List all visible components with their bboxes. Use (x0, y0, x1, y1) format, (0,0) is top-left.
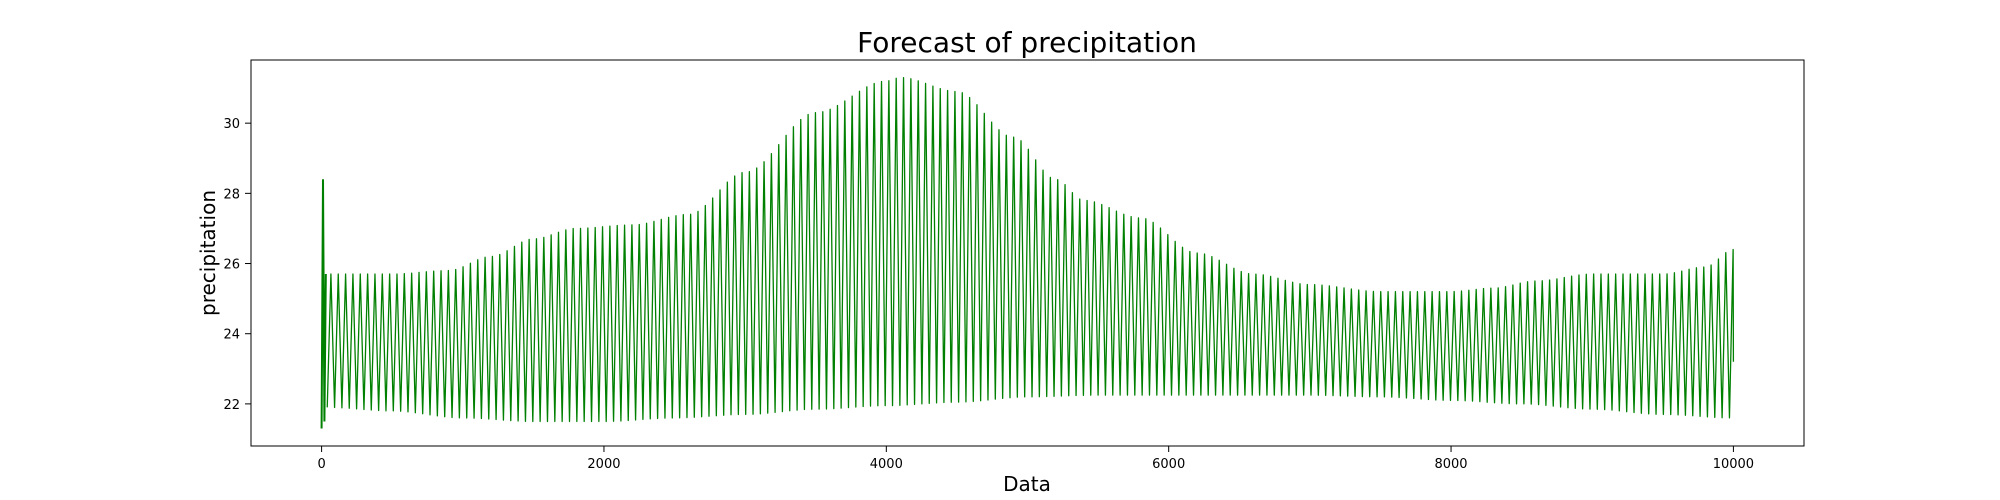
y-tick-label: 24 (223, 328, 240, 343)
x-axis: 0 2000 4000 6000 8000 10000 (317, 446, 1754, 472)
x-tick-label: 10000 (1713, 457, 1754, 472)
series-line (326, 77, 1735, 423)
x-tick-label: 8000 (1434, 457, 1467, 472)
y-tick-label: 26 (223, 258, 240, 273)
y-tick-label: 30 (223, 117, 240, 132)
x-tick-label: 0 (317, 457, 325, 472)
y-axis: 22 24 26 28 30 (223, 117, 251, 413)
plot-area (320, 77, 1735, 429)
y-axis-label: precipitation (196, 190, 220, 316)
y-tick-label: 22 (223, 398, 240, 413)
chart-title: Forecast of precipitation (857, 26, 1197, 59)
y-tick-label: 28 (223, 187, 240, 202)
x-tick-label: 2000 (587, 457, 620, 472)
x-tick-label: 6000 (1152, 457, 1185, 472)
plot-frame (250, 59, 1805, 447)
initial-spike-line (320, 179, 327, 429)
x-tick-label: 4000 (870, 457, 903, 472)
x-axis-label: Data (1003, 472, 1051, 496)
